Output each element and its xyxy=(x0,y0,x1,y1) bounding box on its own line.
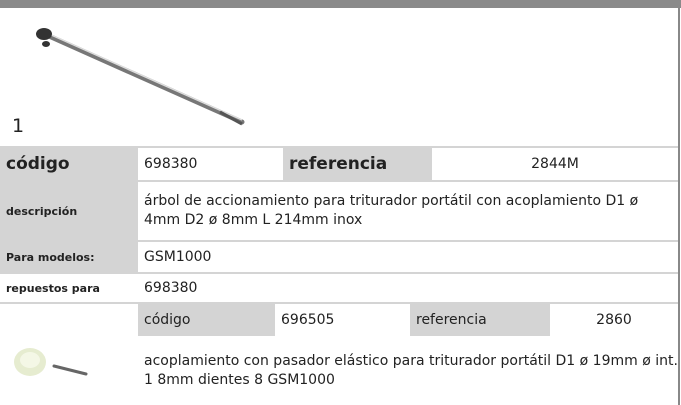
product-image xyxy=(36,28,245,126)
spares-label: repuestos para xyxy=(0,274,138,302)
models: GSM1000 xyxy=(138,242,678,272)
spare-description: acoplamiento con pasador elástico para t… xyxy=(138,352,678,402)
right-border xyxy=(678,8,680,405)
code: 698380 xyxy=(138,148,283,180)
top-bar xyxy=(0,0,681,8)
description-label: descripción xyxy=(0,182,138,240)
description: árbol de accionamiento para triturador p… xyxy=(138,182,678,240)
item-number: 1 xyxy=(12,115,25,137)
code-label: código xyxy=(0,148,138,180)
ref-label: referencia xyxy=(283,148,432,180)
spare-code: 696505 xyxy=(275,304,410,336)
ref: 2844M xyxy=(432,148,678,180)
spare-image xyxy=(14,348,88,376)
models-label: Para modelos: xyxy=(0,242,138,272)
spare-code-label: código xyxy=(138,304,275,336)
spare-ref-label: referencia xyxy=(410,304,550,336)
spares: 698380 xyxy=(138,274,678,302)
spare-ref: 2860 xyxy=(550,304,678,336)
